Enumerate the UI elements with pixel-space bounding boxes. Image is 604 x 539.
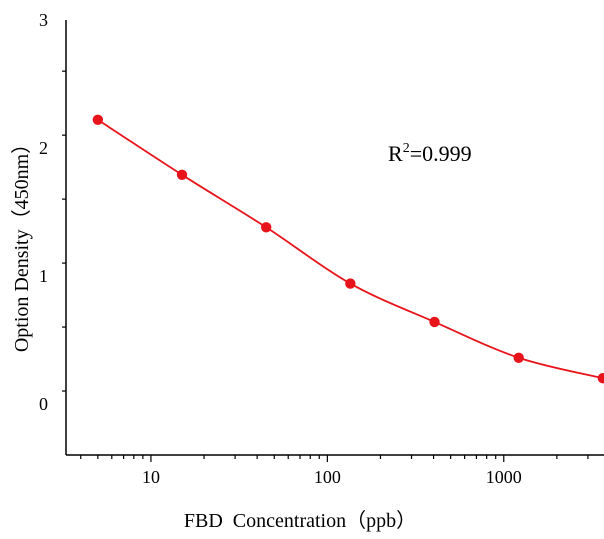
data-point [513,352,524,363]
y-tick-label: 3 [39,10,48,30]
data-point [260,222,272,233]
x-tick-label: 10 [142,467,160,487]
y-tick-label: 1 [39,266,48,286]
data-point [597,373,604,384]
annotation-base: R [388,141,403,166]
data-point [429,316,440,328]
r-squared-annotation: R2=0.999 [388,141,472,166]
x-axis-title: FBD Concentration（ppb） [184,509,416,532]
y-tick-label: 2 [39,138,48,158]
fit-curve-layer [97,119,604,380]
y-axis-title: Option Density（450nm） [10,134,33,352]
labels-layer: R2=0.999 FBD Concentration（ppb） Option D… [10,134,472,532]
annotation-rest: =0.999 [410,141,472,166]
y-tick-label: 0 [39,394,48,414]
data-point [176,169,188,181]
axes: 0 1 2 3 10 100 1000 [39,10,604,487]
data-point [345,278,356,289]
fit-curve [97,119,604,380]
data-point [92,114,104,125]
x-tick-label: 100 [314,467,341,487]
x-tick-label: 1000 [486,467,522,487]
data-points-layer [92,114,604,384]
annotation-superscript: 2 [403,141,410,156]
